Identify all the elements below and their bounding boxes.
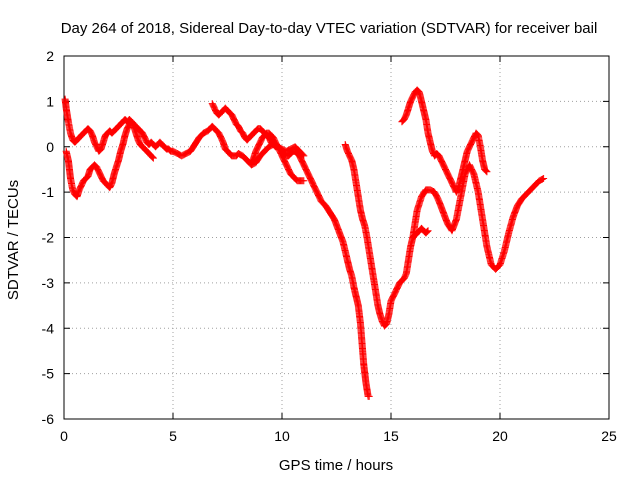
data-point [149, 153, 157, 161]
x-tick-label: 0 [60, 428, 68, 444]
data-point [483, 168, 491, 176]
data-point [300, 177, 308, 185]
data-series-4 [208, 100, 373, 400]
data-point [539, 175, 547, 183]
data-point [482, 167, 490, 175]
data-point [148, 153, 156, 161]
y-tick-label: -5 [42, 366, 55, 382]
data-point [423, 227, 431, 235]
data-series-2 [62, 118, 157, 201]
x-tick-label: 5 [169, 428, 177, 444]
data-point [162, 144, 170, 152]
y-tick-label: -4 [42, 320, 55, 336]
y-tick-label: 1 [46, 93, 54, 109]
data-points [61, 86, 548, 400]
x-tick-label: 25 [601, 428, 617, 444]
data-point [481, 166, 489, 174]
x-tick-label: 20 [492, 428, 508, 444]
y-tick-label: -2 [42, 230, 55, 246]
data-point [540, 175, 548, 183]
y-axis-title: SDTVAR / TECUs [5, 180, 22, 300]
data-series-5 [247, 129, 308, 185]
y-tick-label: -6 [42, 411, 55, 427]
x-axis-title: GPS time / hours [279, 457, 393, 474]
chart-title: Day 264 of 2018, Sidereal Day-to-day VTE… [61, 20, 598, 37]
data-point [424, 227, 432, 235]
data-series-6 [341, 140, 432, 330]
data-series-8 [409, 161, 548, 273]
x-tick-label: 10 [274, 428, 290, 444]
y-tick-label: -1 [42, 184, 55, 200]
y-tick-label: 2 [46, 48, 54, 64]
data-point [365, 392, 373, 400]
y-tick-label: 0 [46, 139, 54, 155]
data-point [423, 228, 431, 236]
axis-ticks: 0 5 10 15 20 25 -6 -5 -4 -3 -2 -1 0 1 2 [42, 48, 617, 444]
data-series-7 [398, 86, 491, 196]
grid-lines [64, 56, 609, 419]
x-tick-label: 15 [383, 428, 399, 444]
data-point [293, 176, 301, 184]
y-tick-label: -3 [42, 275, 55, 291]
data-point [149, 154, 157, 162]
data-point [166, 147, 174, 155]
